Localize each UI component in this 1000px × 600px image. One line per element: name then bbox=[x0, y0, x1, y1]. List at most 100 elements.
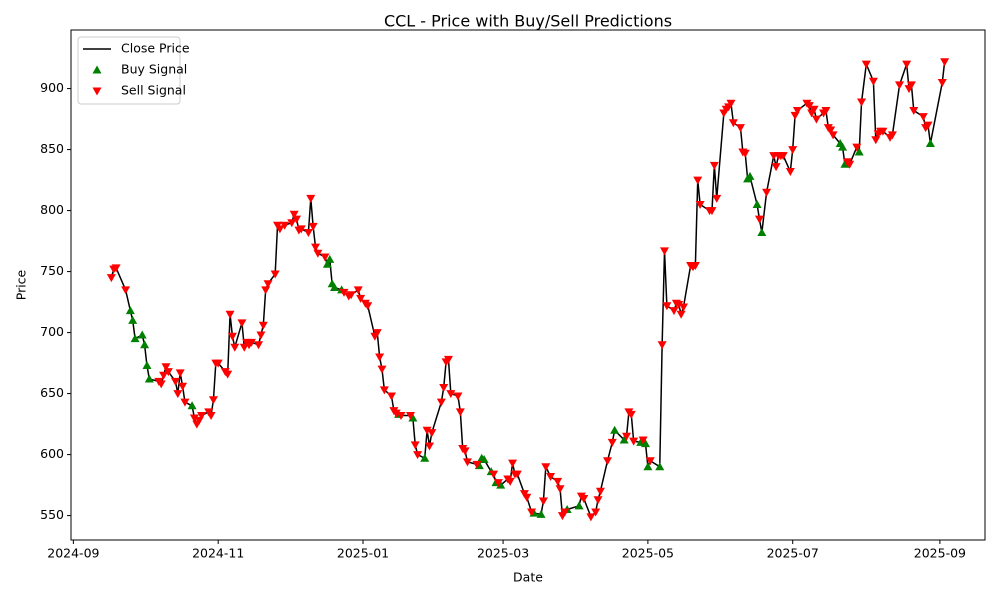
y-tick-label: 850 bbox=[40, 141, 64, 156]
sell-marker bbox=[296, 225, 306, 234]
legend-label: Close Price bbox=[121, 41, 190, 56]
sell-marker bbox=[538, 497, 548, 506]
sell-marker bbox=[553, 477, 563, 486]
sell-marker bbox=[161, 363, 171, 372]
sell-marker bbox=[339, 288, 349, 297]
buy-marker bbox=[187, 401, 197, 410]
sell-marker bbox=[555, 485, 565, 494]
sell-marker bbox=[693, 176, 703, 185]
sell-marker bbox=[303, 229, 313, 238]
y-tick-label: 600 bbox=[40, 446, 64, 461]
sell-marker bbox=[792, 107, 802, 116]
sell-marker bbox=[906, 81, 916, 90]
sell-marker bbox=[811, 115, 821, 124]
buy-marker bbox=[420, 453, 430, 462]
y-tick-label: 900 bbox=[40, 80, 64, 95]
sell-marker bbox=[595, 487, 605, 496]
legend-box bbox=[77, 36, 181, 105]
buy-marker bbox=[536, 509, 546, 518]
sell-marker bbox=[591, 508, 601, 517]
buy-marker bbox=[330, 282, 340, 291]
y-axis-label: Price bbox=[14, 269, 29, 300]
sell-marker bbox=[106, 274, 116, 283]
sell-marker bbox=[861, 60, 871, 69]
sell-marker bbox=[208, 396, 218, 405]
sell-marker bbox=[709, 161, 719, 170]
sell-marker bbox=[263, 280, 273, 289]
sell-marker bbox=[306, 194, 316, 203]
sell-marker bbox=[180, 398, 190, 407]
sell-marker bbox=[292, 215, 302, 224]
sell-marker bbox=[607, 438, 617, 447]
sell-marker bbox=[111, 264, 121, 273]
sell-marker bbox=[289, 210, 299, 219]
sell-marker bbox=[163, 368, 173, 377]
buy-marker bbox=[643, 462, 653, 471]
sell-marker bbox=[121, 286, 131, 295]
sell-marker bbox=[178, 382, 188, 391]
sell-marker bbox=[372, 329, 382, 338]
sell-marker bbox=[629, 437, 639, 446]
sell-marker bbox=[391, 409, 401, 418]
x-tick-label: 2025-05 bbox=[622, 546, 674, 561]
sell-marker bbox=[603, 457, 613, 466]
x-tick-label: 2024-09 bbox=[47, 546, 99, 561]
buy-marker bbox=[479, 454, 489, 463]
sell-marker bbox=[940, 58, 950, 67]
sell-marker bbox=[353, 286, 363, 295]
sell-marker bbox=[728, 119, 738, 128]
buy-marker bbox=[125, 306, 135, 315]
x-tick-label: 2024-11 bbox=[192, 546, 244, 561]
sell-marker bbox=[422, 426, 432, 435]
buy-marker bbox=[641, 439, 651, 448]
sell-marker bbox=[227, 332, 237, 341]
buy-marker bbox=[838, 142, 848, 151]
sell-marker bbox=[375, 353, 385, 362]
sell-marker bbox=[593, 496, 603, 505]
sell-marker bbox=[638, 436, 648, 445]
sell-marker bbox=[453, 392, 463, 401]
sell-marker bbox=[878, 127, 888, 136]
sell-marker bbox=[845, 160, 855, 169]
x-tick-label: 2025-01 bbox=[337, 546, 389, 561]
sell-marker bbox=[508, 459, 518, 468]
sell-marker bbox=[489, 470, 499, 479]
x-tick-label: 2025-09 bbox=[914, 546, 966, 561]
sell-marker bbox=[754, 215, 764, 224]
sell-marker bbox=[626, 410, 636, 419]
legend-marker bbox=[92, 87, 102, 96]
sell-marker bbox=[512, 470, 522, 479]
plot-frame bbox=[70, 29, 986, 541]
sell-marker bbox=[918, 113, 928, 122]
sell-marker bbox=[159, 371, 169, 380]
sell-marker bbox=[740, 149, 750, 158]
sell-marker bbox=[505, 477, 515, 486]
sell-marker bbox=[895, 81, 905, 90]
sell-marker bbox=[197, 412, 207, 421]
sell-marker bbox=[308, 222, 318, 231]
buy-marker bbox=[322, 259, 332, 268]
x-tick-label: 2025-07 bbox=[767, 546, 819, 561]
chart-title: CCL - Price with Buy/Sell Predictions bbox=[384, 12, 672, 31]
sell-marker bbox=[258, 321, 268, 330]
sell-marker bbox=[410, 441, 420, 450]
sell-marker bbox=[446, 390, 456, 399]
sell-marker bbox=[909, 107, 919, 116]
sell-marker bbox=[379, 386, 389, 395]
sell-marker bbox=[771, 163, 781, 172]
sell-marker bbox=[230, 343, 240, 352]
buy-marker bbox=[925, 138, 935, 147]
sell-marker bbox=[170, 377, 180, 386]
sell-marker bbox=[436, 398, 446, 407]
buy-marker bbox=[574, 501, 584, 510]
sell-marker bbox=[541, 463, 551, 472]
sell-marker bbox=[674, 301, 684, 310]
sell-marker bbox=[726, 99, 736, 108]
sell-marker bbox=[826, 126, 836, 135]
sell-marker bbox=[377, 365, 387, 374]
sell-marker bbox=[735, 124, 745, 133]
sell-marker bbox=[804, 102, 814, 111]
sell-marker bbox=[788, 146, 798, 155]
sell-marker bbox=[460, 447, 470, 456]
buy-marker bbox=[140, 340, 150, 349]
